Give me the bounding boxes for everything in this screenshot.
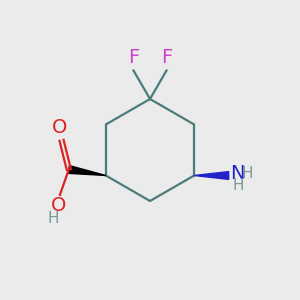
Polygon shape bbox=[194, 172, 229, 179]
Text: H: H bbox=[232, 178, 244, 193]
Text: O: O bbox=[51, 196, 66, 215]
Text: O: O bbox=[52, 118, 68, 137]
Text: F: F bbox=[161, 48, 172, 67]
Text: H: H bbox=[242, 166, 254, 181]
Text: H: H bbox=[48, 212, 59, 226]
Text: N: N bbox=[230, 164, 244, 183]
Polygon shape bbox=[68, 166, 106, 176]
Text: F: F bbox=[128, 48, 139, 67]
